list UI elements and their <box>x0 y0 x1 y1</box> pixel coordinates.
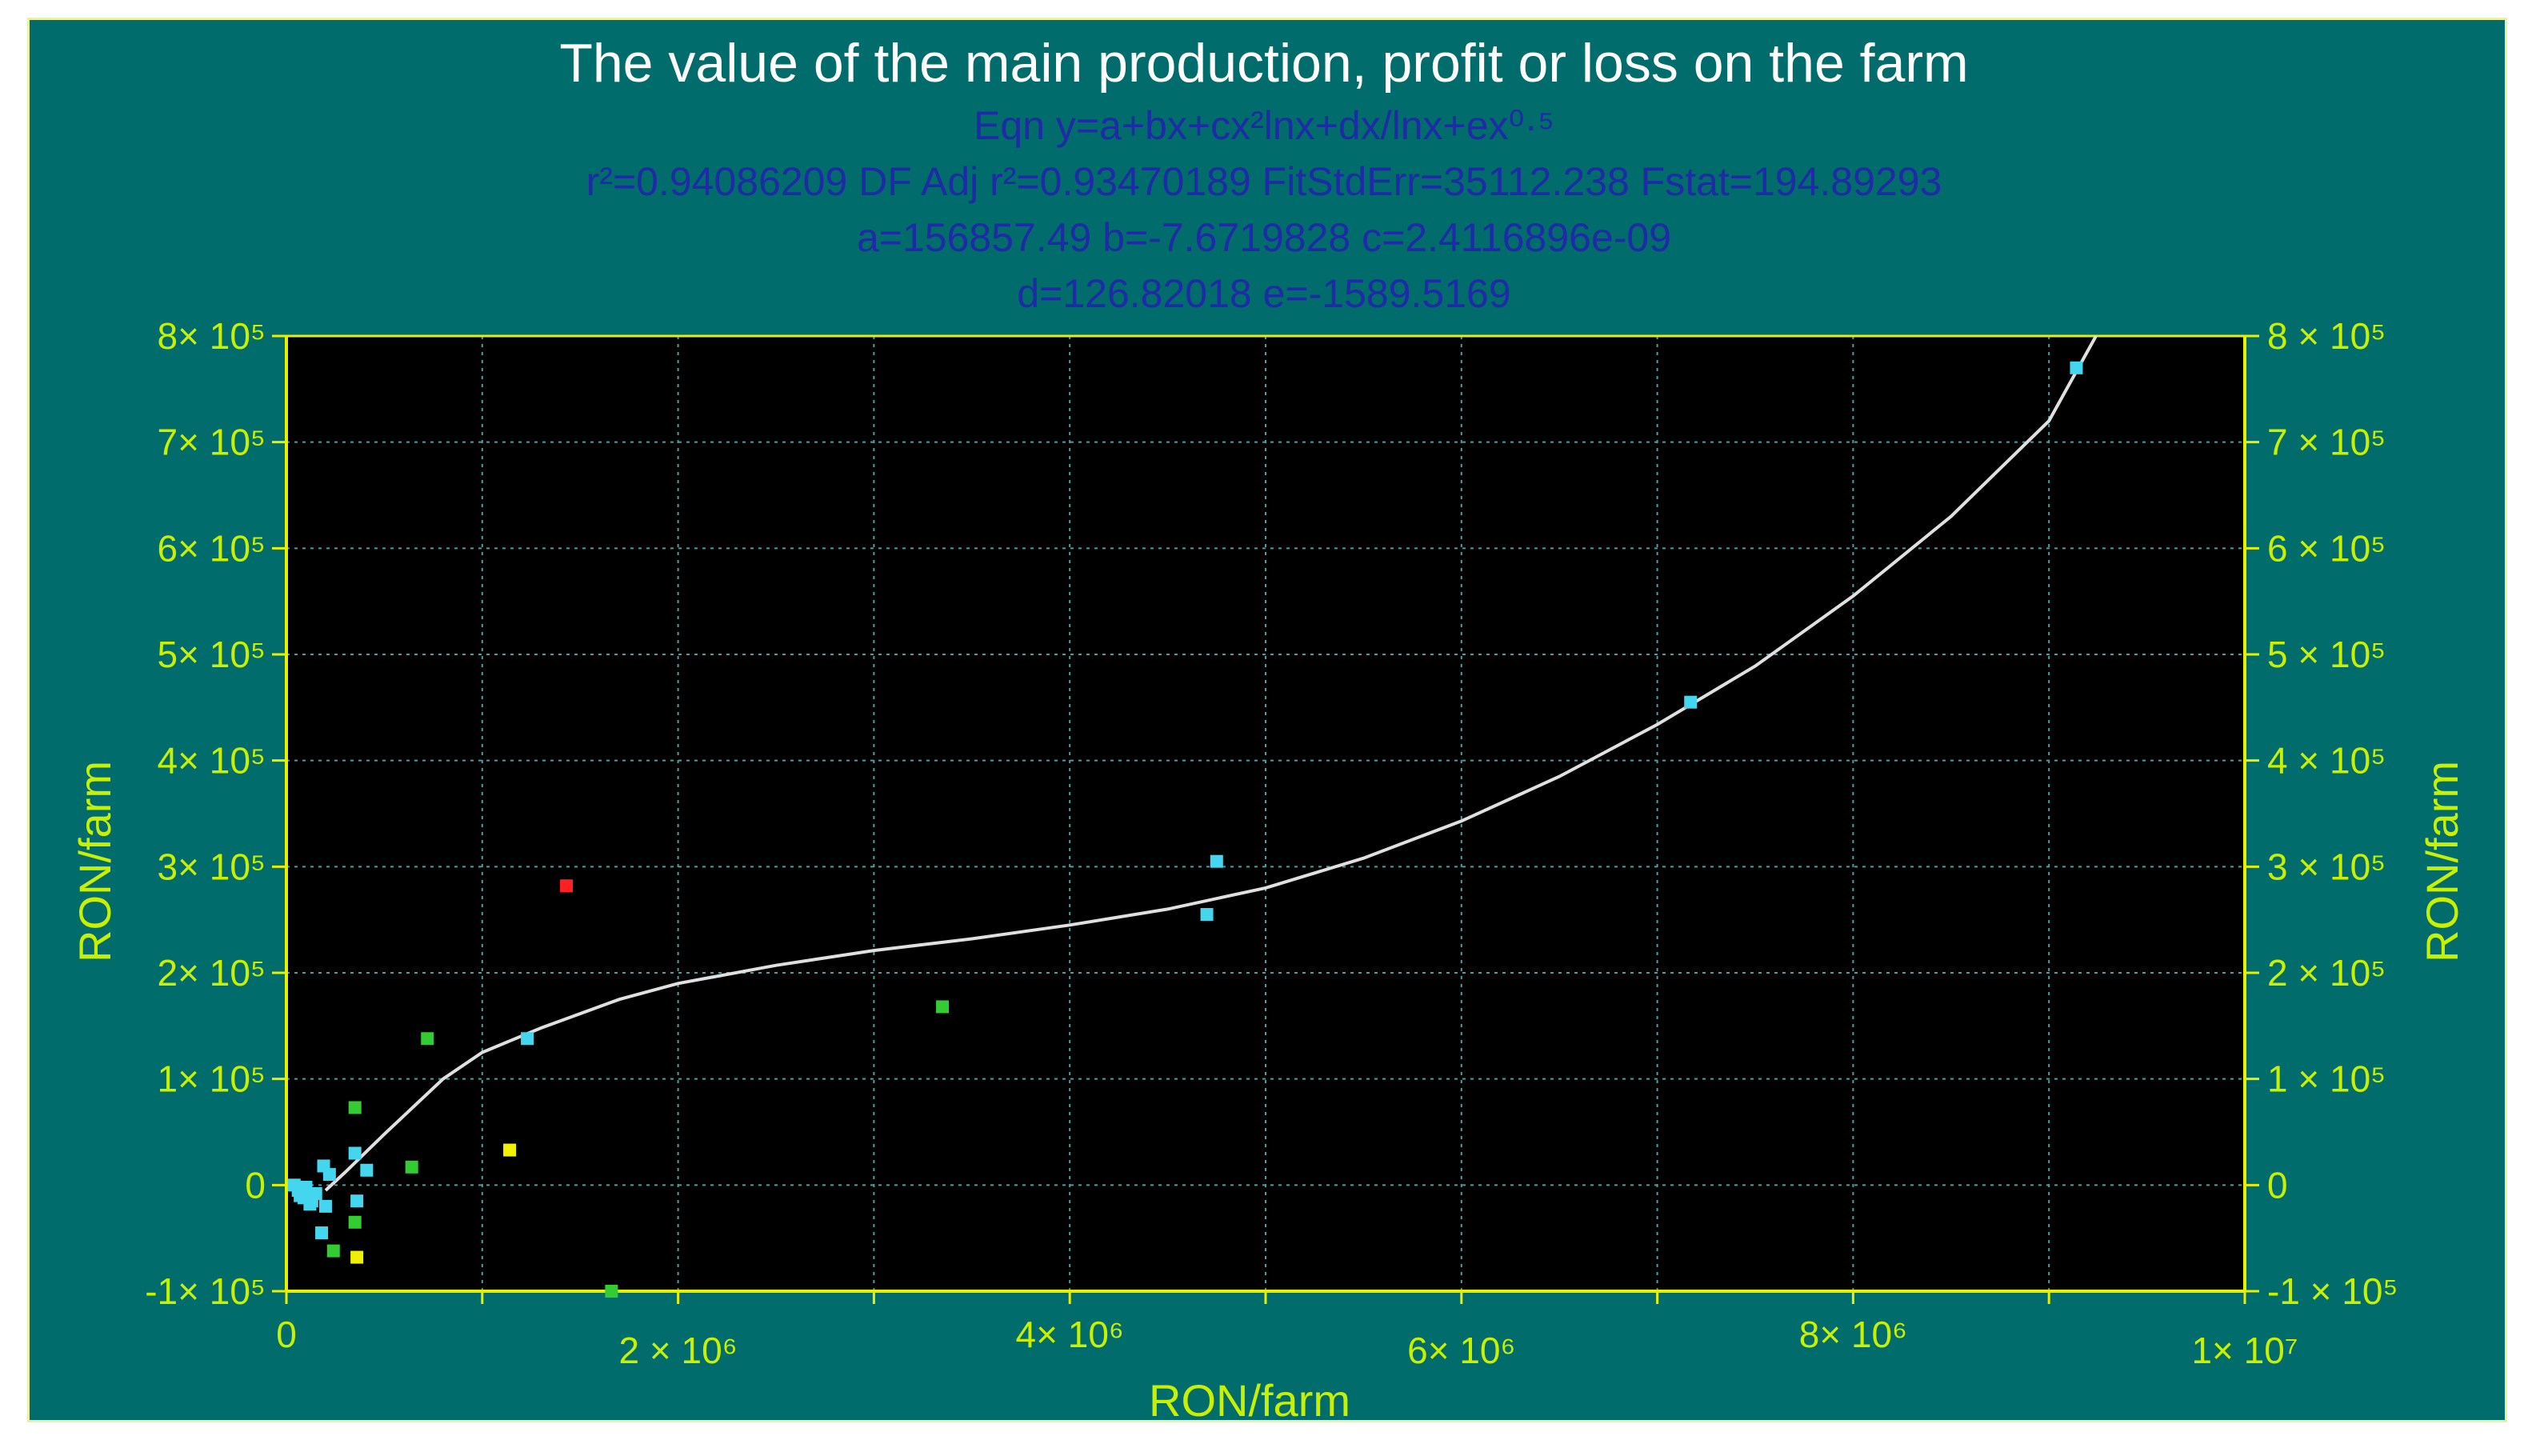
fit-parameters-text-2: d=126.82018 e=-1589.5169 <box>1017 271 1511 316</box>
y-tick-label-left: 2× 10⁵ <box>158 952 266 994</box>
data-point <box>936 1000 950 1014</box>
tick-labels: 0 2 × 10⁶ 4× 10⁶ 6× 10⁶ 8× 10⁶ 1× 10⁷ 8× 10⁵ 7×… <box>145 315 2398 1371</box>
data-point <box>405 1160 418 1174</box>
y-tick-label-right: 7 × 10⁵ <box>2267 422 2386 463</box>
y-tick-label-left: 1× 10⁵ <box>158 1058 266 1100</box>
y-tick-label-left: 7× 10⁵ <box>158 422 266 463</box>
y-tick-label-right: 0 <box>2267 1164 2288 1206</box>
data-point <box>326 1244 340 1258</box>
data-point <box>560 879 574 893</box>
x-tick-label: 0 <box>276 1314 297 1355</box>
y-tick-label-right: -1 × 10⁵ <box>2267 1270 2398 1312</box>
data-point <box>348 1215 362 1229</box>
y-tick-label-right: 8 × 10⁵ <box>2267 315 2386 357</box>
y-tick-label-left: 4× 10⁵ <box>158 740 266 782</box>
equation-text: Eqn y=a+bx+cx²lnx+dx/lnx+ex⁰·⁵ <box>974 103 1554 148</box>
data-point <box>1210 854 1223 868</box>
x-tick-label: 2 × 10⁶ <box>619 1330 738 1371</box>
y-axis-label-right: RON/farm <box>2417 761 2467 962</box>
data-point <box>294 1189 307 1202</box>
plot-area <box>286 336 2245 1291</box>
chart-title: The value of the main production, profit… <box>559 33 1969 94</box>
data-point <box>317 1159 330 1173</box>
y-tick-label-left: 8× 10⁵ <box>158 315 266 357</box>
data-point <box>305 1194 318 1208</box>
data-point <box>360 1163 374 1177</box>
y-tick-label-left: 5× 10⁵ <box>158 634 266 675</box>
y-tick-label-right: 4 × 10⁵ <box>2267 740 2386 782</box>
y-tick-label-left: -1× 10⁵ <box>145 1270 266 1312</box>
data-point <box>1200 908 1214 922</box>
y-tick-label-right: 1 × 10⁵ <box>2267 1058 2386 1100</box>
data-point <box>2070 361 2083 374</box>
grid-lines <box>286 336 2245 1291</box>
x-tick-label: 8× 10⁶ <box>1799 1314 1907 1355</box>
data-point <box>503 1143 517 1157</box>
x-axis-label: RON/farm <box>1149 1375 1350 1426</box>
y-tick-label-right: 5 × 10⁵ <box>2267 634 2386 675</box>
y-tick-label-left: 0 <box>245 1164 266 1206</box>
data-point <box>348 1101 362 1114</box>
data-point <box>318 1199 332 1213</box>
x-tick-label: 1× 10⁷ <box>2191 1330 2298 1371</box>
data-point <box>605 1285 618 1298</box>
data-point <box>348 1146 362 1160</box>
y-tick-label-right: 2 × 10⁵ <box>2267 952 2386 994</box>
data-point <box>350 1250 364 1264</box>
data-point <box>350 1194 364 1208</box>
y-tick-label-left: 6× 10⁵ <box>158 527 266 569</box>
fit-curve-line <box>324 335 2098 1192</box>
x-tick-label: 4× 10⁶ <box>1016 1314 1124 1355</box>
data-point <box>1684 695 1698 709</box>
data-point <box>521 1032 534 1046</box>
data-point <box>315 1226 329 1240</box>
y-tick-label-right: 3 × 10⁵ <box>2267 846 2386 887</box>
data-points <box>287 361 2083 1298</box>
data-point <box>421 1032 434 1046</box>
y-tick-label-left: 3× 10⁵ <box>158 846 266 887</box>
x-tick-label: 6× 10⁶ <box>1407 1330 1515 1371</box>
data-point <box>287 1178 301 1192</box>
fit-parameters-text: a=156857.49 b=-7.6719828 c=2.4116896e-09 <box>856 215 1672 260</box>
fit-statistics-text: r²=0.94086209 DF Adj r²=0.93470189 FitSt… <box>586 159 1942 204</box>
y-tick-label-right: 6 × 10⁵ <box>2267 527 2386 569</box>
y-axis-label-left: RON/farm <box>70 761 120 962</box>
